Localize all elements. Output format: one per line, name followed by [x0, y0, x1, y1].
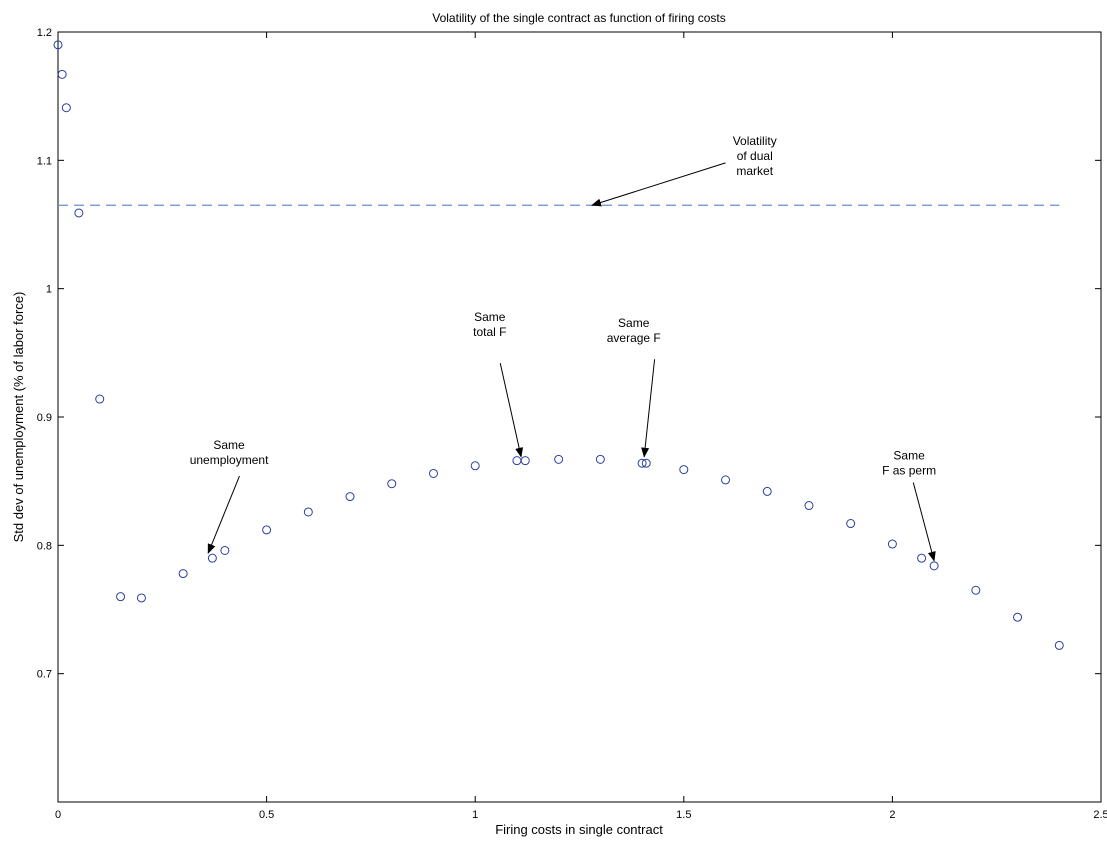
annotation: Same F as perm: [882, 448, 936, 562]
annotation-arrow: [207, 475, 240, 554]
y-tick-label: 0.8: [37, 540, 52, 552]
y-axis-label: Std dev of unemployment (% of labor forc…: [11, 292, 26, 543]
data-point: [1013, 612, 1023, 622]
annotation-text: Volatility of dual market: [733, 134, 777, 178]
data-point: [1054, 640, 1064, 650]
plot-frame: [57, 31, 1102, 803]
data-point: [207, 553, 217, 563]
data-point: [53, 40, 63, 50]
data-point: [116, 592, 126, 602]
data-point: [220, 545, 230, 555]
data-point: [846, 519, 856, 529]
annotation-text: Same average F: [607, 316, 661, 345]
annotation-arrow: [499, 362, 524, 458]
annotation: Same total F: [473, 310, 524, 458]
data-point: [61, 103, 71, 113]
data-point: [136, 593, 146, 603]
annotation-arrow: [912, 482, 936, 562]
chart-title: Volatility of the single contract as fun…: [432, 11, 725, 25]
annotation-text: Same F as perm: [882, 448, 936, 477]
data-point: [512, 456, 522, 466]
annotation: Same unemployment: [190, 438, 269, 554]
data-point: [637, 458, 647, 468]
data-point: [262, 525, 272, 535]
annotation-arrow: [641, 359, 656, 458]
annotation-text: Same unemployment: [190, 438, 269, 467]
data-point: [554, 454, 564, 464]
y-axis: 0.7 0.8 0.9 1 1.1 1.2: [37, 27, 1101, 681]
annotation: Same average F: [607, 316, 661, 458]
data-point: [887, 539, 897, 549]
annotation-text: Same total F: [473, 310, 506, 339]
x-tick-label: 2.5: [1093, 809, 1107, 821]
data-point: [95, 394, 105, 404]
data-point: [929, 561, 939, 571]
data-point: [57, 69, 67, 79]
data-point: [387, 479, 397, 489]
data-point: [721, 475, 731, 485]
y-tick-label: 0.7: [37, 669, 52, 681]
x-tick-label: 1.5: [676, 809, 691, 821]
y-tick-label: 0.9: [37, 412, 52, 424]
data-point: [428, 468, 438, 478]
data-point: [470, 461, 480, 471]
x-axis-label: Firing costs in single contract: [495, 822, 663, 837]
data-point: [303, 507, 313, 517]
annotation-arrow: [591, 162, 726, 207]
y-tick-label: 1: [46, 284, 52, 296]
x-tick-label: 0.5: [259, 809, 274, 821]
y-tick-label: 1.1: [37, 155, 52, 167]
data-point: [679, 465, 689, 475]
data-point: [345, 492, 355, 502]
data-point: [971, 585, 981, 595]
x-tick-label: 0: [55, 809, 61, 821]
data-point: [520, 456, 530, 466]
x-axis: 0 0.5 1 1.5 2 2.5: [55, 32, 1107, 821]
x-tick-label: 2: [889, 809, 895, 821]
data-point: [178, 569, 188, 579]
x-tick-label: 1: [472, 809, 478, 821]
annotation: Volatility of dual market: [591, 134, 777, 207]
data-point: [762, 486, 772, 496]
data-points: [53, 40, 1064, 650]
data-point: [595, 454, 605, 464]
data-point: [804, 501, 814, 511]
y-tick-label: 1.2: [37, 27, 52, 39]
data-point: [917, 553, 927, 563]
data-point: [74, 208, 84, 218]
annotations: Volatility of dual market Same unemployment S…: [190, 134, 936, 562]
data-point: [641, 458, 651, 468]
